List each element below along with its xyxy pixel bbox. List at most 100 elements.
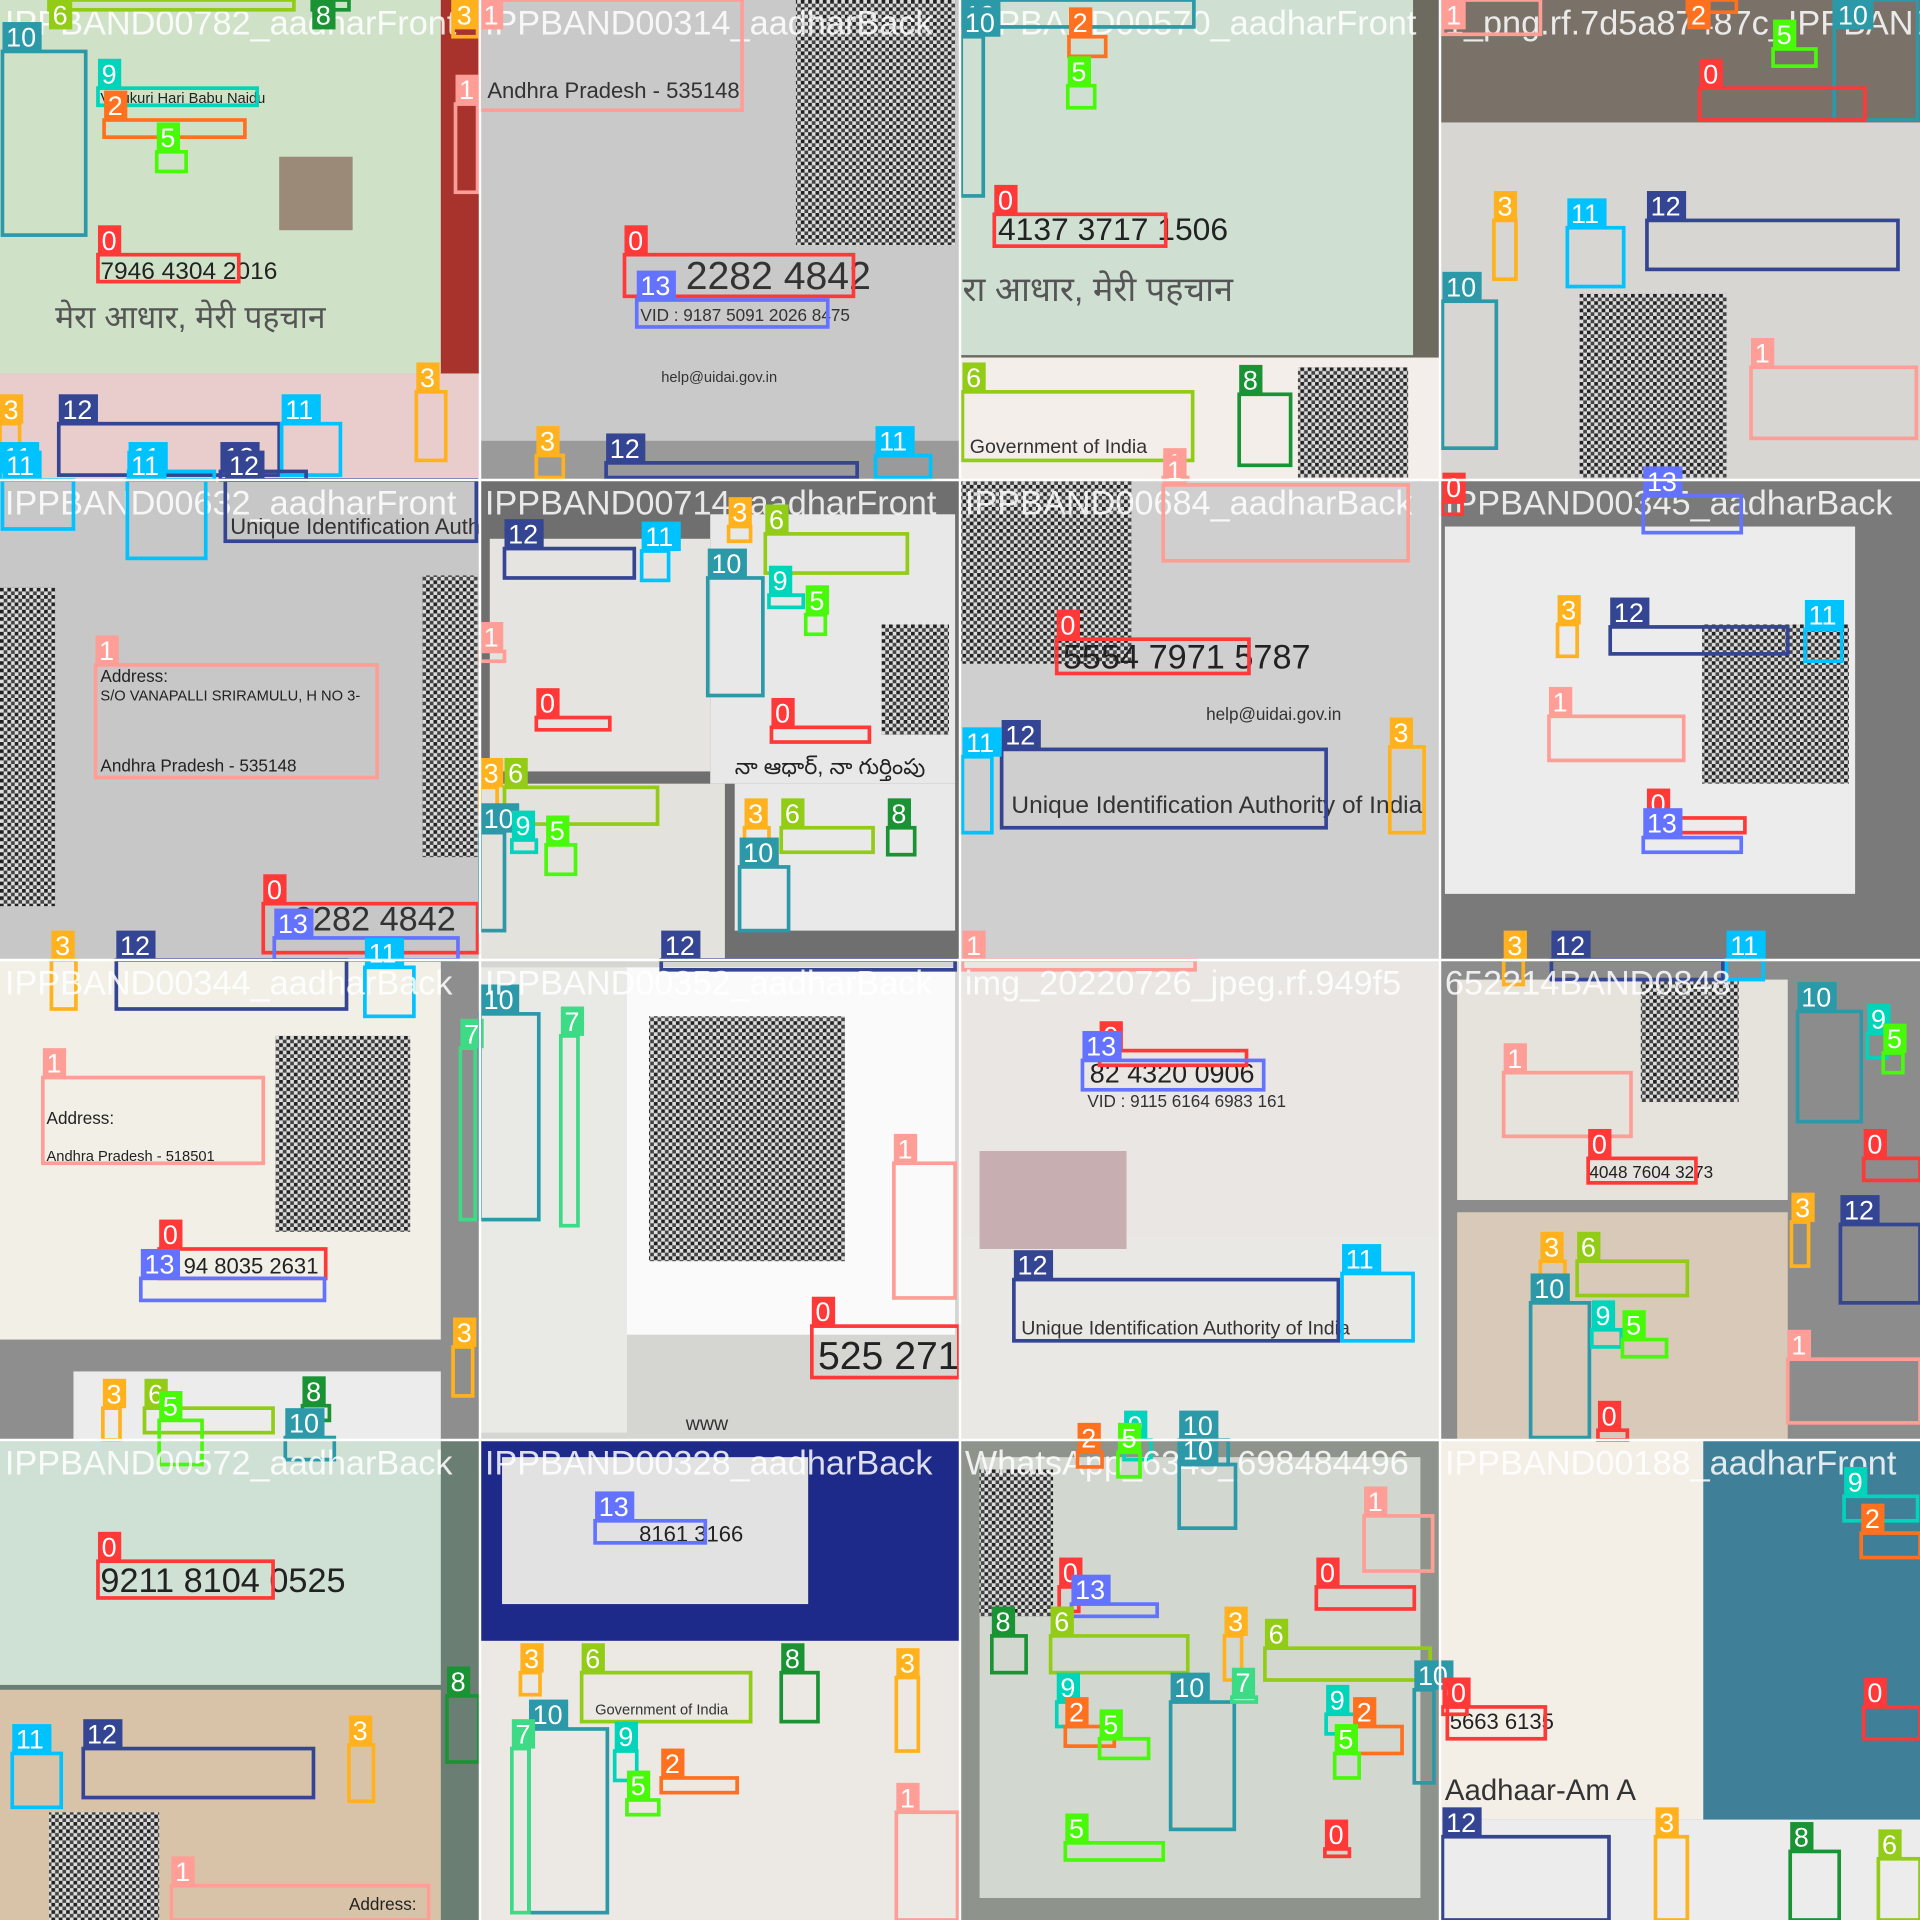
class-tag: [42, 1048, 67, 1078]
annotation: 12: [1645, 191, 1900, 272]
annotation: 5: [1063, 1813, 1166, 1862]
image-region: [1579, 293, 1727, 478]
annotation: 2: [1685, 0, 1739, 30]
card-text: help@uidai.gov.in: [1206, 704, 1341, 724]
class-tag: [1447, 1677, 1471, 1707]
bounding-box: [604, 461, 859, 480]
class-tag: [1065, 1813, 1089, 1843]
annotation: 10: [1795, 982, 1864, 1124]
class-tag: [1773, 19, 1797, 49]
bounding-box: [593, 1518, 708, 1545]
bounding-box: [41, 1075, 266, 1166]
class-tag: [511, 810, 536, 840]
annotation: 3: [1789, 1192, 1815, 1268]
bounding-box: [93, 663, 379, 780]
class-label: 12: [1005, 720, 1035, 750]
class-label: 0: [998, 185, 1013, 215]
mosaic-tile: Andhra Pradesh - 535148 2282 4842 VID : 91…: [480, 0, 960, 480]
class-tag: [116, 930, 156, 960]
class-tag: [1577, 1231, 1601, 1262]
annotation: 0: [810, 1296, 961, 1380]
card-text: www: [685, 1413, 729, 1435]
annotation: 12: [1608, 597, 1790, 656]
annotation: 13: [634, 270, 830, 329]
annotation: 10: [1528, 1273, 1592, 1440]
bounding-box: [81, 1746, 316, 1800]
class-tag: [1071, 1574, 1111, 1605]
class-label: 1: [1167, 456, 1182, 486]
annotation: 12: [604, 433, 859, 480]
bounding-box: [1054, 637, 1251, 676]
class-label: 10: [965, 8, 995, 38]
class-label: 1: [99, 636, 114, 666]
annotation: 7: [558, 1006, 585, 1228]
class-label: 2: [1069, 1698, 1084, 1728]
class-label: 13: [599, 1492, 629, 1522]
class-label: 9: [1060, 1673, 1075, 1703]
annotation: 1: [1785, 1329, 1920, 1425]
class-label: 10: [484, 804, 514, 834]
class-tag: [1231, 1667, 1256, 1698]
class-label: 9: [102, 59, 117, 89]
annotation: 8: [1237, 364, 1293, 468]
class-label: 0: [628, 226, 643, 256]
annotation: 12: [1838, 1195, 1920, 1305]
annotation: 12: [1440, 1807, 1611, 1922]
annotation: 6: [779, 798, 875, 855]
annotation: 9: [510, 810, 539, 855]
annotation: 0: [534, 688, 612, 732]
annotation: 6: [579, 1643, 753, 1724]
class-label: 3: [748, 799, 763, 829]
bounding-box: [763, 532, 910, 575]
bounding-box: [502, 546, 637, 580]
class-tag: [48, 0, 73, 30]
annotation: 5: [1771, 19, 1818, 68]
annotation: 10: [1832, 0, 1920, 122]
class-tag: [768, 565, 793, 596]
class-tag: [83, 1719, 123, 1749]
annotation: 0: [1054, 609, 1251, 676]
bounding-box: [992, 212, 1168, 248]
bounding-box: [779, 825, 875, 855]
class-label: 0: [1867, 1129, 1882, 1159]
mosaic-tile: Address: Andhra Pradesh - 518501 94 8035 2…: [0, 960, 480, 1440]
annotation: 0: [1586, 1128, 1698, 1185]
annotation: 5: [154, 122, 188, 174]
mosaic-tile: [1440, 480, 1920, 960]
annotation: 2: [1067, 7, 1108, 59]
annotation: 0: [96, 225, 241, 284]
card-text: Unique Identification Authority: [230, 514, 521, 539]
annotation: 6: [960, 362, 1195, 463]
annotation: 11: [1803, 600, 1845, 664]
class-label: 8: [1243, 365, 1258, 395]
class-label: 2: [1073, 8, 1088, 38]
bounding-box: [892, 1161, 957, 1300]
annotation: 9: [1054, 1672, 1084, 1729]
bounding-box: [579, 1670, 753, 1724]
class-tag: [1077, 1422, 1101, 1453]
bounding-box: [659, 1776, 739, 1795]
class-label: 12: [1614, 598, 1644, 628]
annotation: 1: [892, 1133, 957, 1300]
class-tag: [480, 0, 504, 30]
class-tag: [1117, 1422, 1142, 1453]
class-label: 0: [1867, 1678, 1882, 1708]
annotation: 3: [742, 798, 771, 842]
class-tag: [1878, 1829, 1902, 1859]
annotation: 1: [1440, 0, 1543, 37]
annotation: 3: [534, 426, 566, 480]
annotation: 3: [1538, 1231, 1567, 1281]
class-tag: [1334, 1724, 1358, 1754]
bounding-box: [1608, 625, 1790, 656]
class-label: 11: [131, 451, 159, 481]
class-tag: [896, 1782, 920, 1813]
class-tag: [159, 1219, 183, 1249]
class-tag: [1530, 1273, 1570, 1303]
image-region: [275, 1035, 411, 1232]
card-text: Address:: [100, 666, 168, 686]
bounding-box: [960, 390, 1195, 463]
annotation: 10: [737, 837, 791, 933]
class-label: 8: [316, 0, 331, 30]
class-tag: [1050, 1606, 1074, 1636]
class-label: 5: [1071, 57, 1086, 87]
